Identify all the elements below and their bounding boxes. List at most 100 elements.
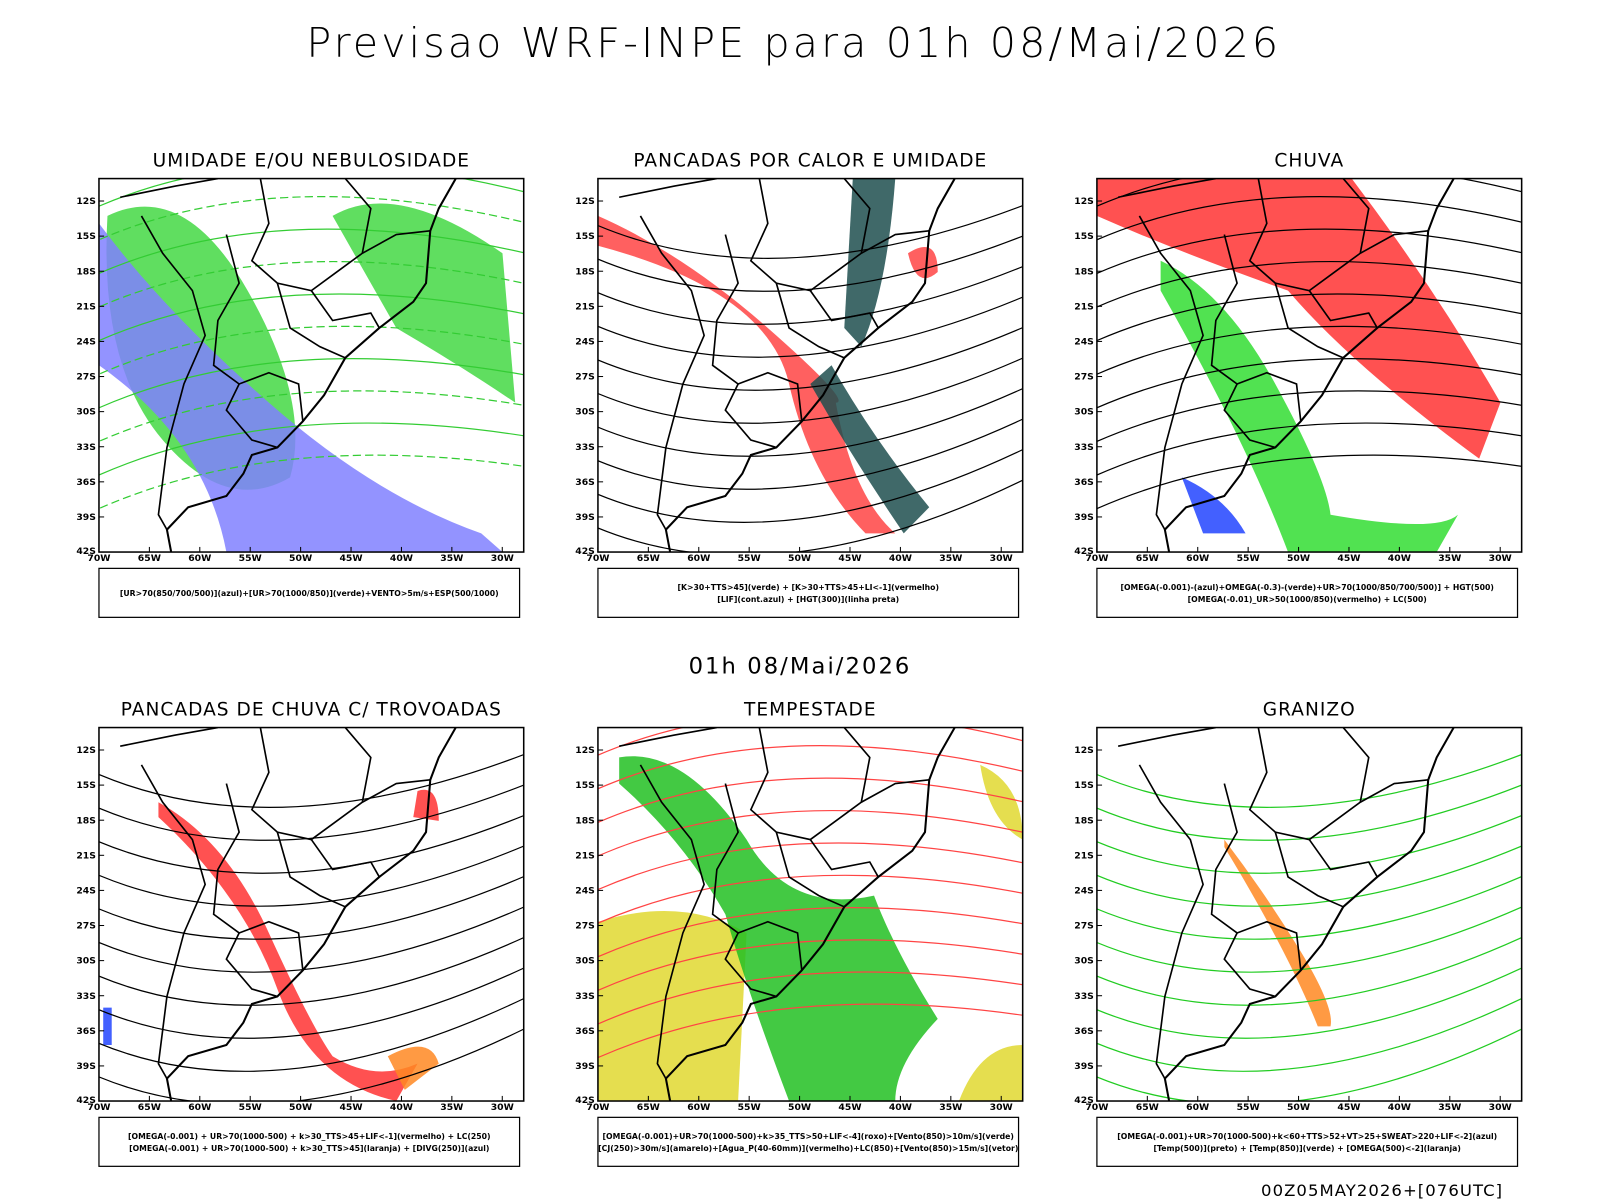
lon-label: 35W	[440, 1102, 463, 1113]
border	[1248, 178, 1429, 292]
contour-line	[597, 479, 1023, 553]
contour-line	[1096, 753, 1522, 808]
border	[1138, 764, 1204, 1080]
contour-line	[597, 907, 1023, 958]
legend-text: [K>30+TTS>45](verde) + [K>30+TTS>45+LI<-…	[677, 583, 939, 592]
field-shading	[908, 247, 938, 279]
lon-label: 55W	[239, 1102, 262, 1113]
border	[212, 783, 304, 971]
panel-title: CHUVA	[1274, 150, 1344, 171]
contour-line	[98, 454, 524, 510]
contour-line	[597, 727, 1023, 756]
lon-label: 45W	[838, 1102, 861, 1113]
field-shading	[1096, 178, 1501, 459]
map-content	[597, 178, 1023, 553]
lat-label: 39S	[575, 1061, 595, 1072]
lat-label: 12S	[575, 745, 595, 756]
contour-line	[597, 265, 1023, 325]
lon-label: 50W	[1287, 553, 1310, 564]
lat-label: 24S	[76, 337, 96, 348]
lon-label: 30W	[1489, 1102, 1512, 1113]
lon-label: 65W	[637, 1102, 660, 1113]
contour-line	[1096, 845, 1522, 907]
lat-label: 18S	[1074, 266, 1094, 277]
lon-label: 40W	[390, 1102, 413, 1113]
legend-text: [UR>70(850/700/500)](azul)+[UR>70(1000/8…	[120, 589, 499, 598]
legend-box	[1096, 567, 1519, 618]
contour-line	[1096, 875, 1522, 940]
lat-label: 24S	[575, 886, 595, 897]
border	[1274, 282, 1344, 359]
field-shading	[413, 789, 439, 821]
border	[724, 932, 777, 998]
border	[1117, 727, 1216, 748]
border	[250, 178, 431, 292]
lon-label: 55W	[738, 1102, 761, 1113]
coastline	[165, 727, 457, 1102]
contour-line	[597, 971, 1023, 1025]
border	[843, 178, 871, 254]
legend-text: [OMEGA(-0.001)+UR>70(1000-500)+k<60+TTS>…	[1117, 1132, 1497, 1141]
lon-label: 40W	[1388, 553, 1411, 564]
map-content	[98, 727, 524, 1102]
border	[809, 839, 879, 878]
lat-label: 21S	[575, 850, 595, 861]
lat-label: 36S	[575, 1026, 595, 1037]
map-frame	[98, 726, 525, 1102]
lat-label: 15S	[76, 780, 96, 791]
legend-box	[597, 567, 1020, 618]
panel-title: UMIDADE E/OU NEBULOSIDADE	[153, 150, 470, 171]
contour-line	[1096, 784, 1522, 841]
lat-label: 39S	[76, 1061, 96, 1072]
lat-label: 33S	[76, 442, 96, 453]
contour-line	[1096, 195, 1522, 241]
contour-line	[597, 387, 1023, 457]
contour-line	[98, 1028, 524, 1102]
lat-label: 15S	[1074, 231, 1094, 242]
lat-label: 36S	[1074, 477, 1094, 488]
lon-label: 70W	[1085, 553, 1108, 564]
contour-line	[98, 422, 524, 476]
legend-text: [OMEGA(-0.001) + UR>70(1000-500) + k>30_…	[128, 1132, 491, 1141]
contour-line	[98, 195, 524, 241]
contour-line	[1096, 422, 1522, 476]
border	[619, 727, 718, 748]
lon-label: 60W	[687, 1102, 710, 1113]
lat-label: 15S	[575, 231, 595, 242]
map-frame	[597, 177, 1024, 553]
border	[809, 290, 879, 329]
map-content	[1096, 178, 1522, 553]
coastline	[664, 178, 956, 553]
border	[711, 783, 803, 971]
lat-label: 18S	[76, 815, 96, 826]
lat-label: 18S	[76, 266, 96, 277]
border	[1342, 727, 1370, 803]
contour-line	[597, 809, 1023, 857]
lat-label: 39S	[1074, 1061, 1094, 1072]
lat-label: 24S	[1074, 886, 1094, 897]
border	[120, 178, 219, 199]
contour-line	[1096, 936, 1522, 1006]
lon-label: 70W	[87, 553, 110, 564]
lat-label: 27S	[575, 372, 595, 383]
field-shading	[1181, 477, 1246, 534]
border	[775, 831, 845, 908]
contour-line	[597, 296, 1023, 358]
lon-label: 35W	[939, 553, 962, 564]
lat-label: 15S	[575, 780, 595, 791]
lon-label: 65W	[1136, 553, 1159, 564]
field-shading	[158, 802, 418, 1102]
lat-label: 42S	[575, 546, 595, 557]
contour-line	[1096, 293, 1522, 342]
lat-label: 42S	[76, 1095, 96, 1106]
border	[1117, 178, 1216, 199]
contour-line	[597, 744, 1023, 790]
lon-label: 45W	[1337, 1102, 1360, 1113]
contour-line	[1096, 906, 1522, 973]
lat-label: 42S	[575, 1095, 595, 1106]
field-shading	[844, 178, 896, 347]
